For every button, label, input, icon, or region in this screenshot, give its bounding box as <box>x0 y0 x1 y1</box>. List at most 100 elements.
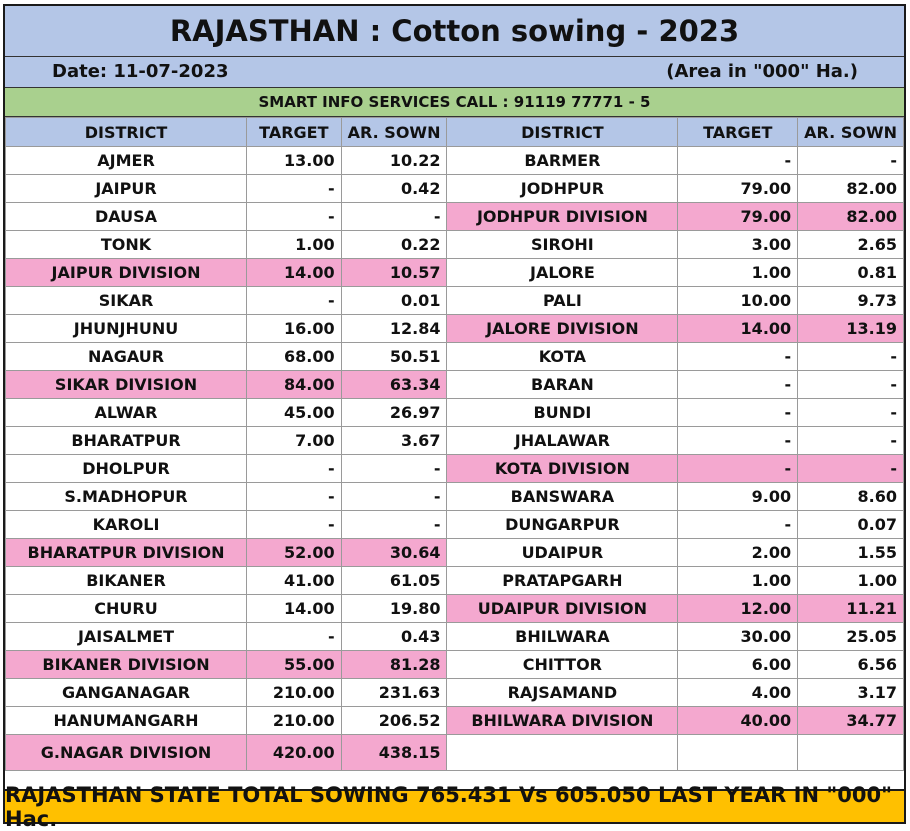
table-row: JAIPUR DIVISION 14.00 10.57 JALORE 1.00 0.81 <box>4 258 904 287</box>
right-target-cell: 4.00 <box>677 678 799 707</box>
left-sown-cell: 26.97 <box>340 398 448 427</box>
left-sown-cell: 19.80 <box>340 594 448 623</box>
header-district-right: DISTRICT <box>446 117 679 147</box>
right-district-cell: BARMER <box>446 146 679 175</box>
right-sown-cell: - <box>797 370 904 399</box>
right-district-cell: UDAIPUR DIVISION <box>446 594 679 623</box>
left-target-cell: 52.00 <box>246 538 342 567</box>
left-target-cell: - <box>246 202 342 231</box>
left-sown-cell: 3.67 <box>340 426 448 455</box>
right-target-cell: 79.00 <box>677 202 799 231</box>
right-district-cell: JALORE <box>446 258 679 287</box>
state-total-banner: RAJASTHAN STATE TOTAL SOWING 765.431 Vs … <box>5 783 904 831</box>
right-target-cell: 79.00 <box>677 174 799 203</box>
right-district-cell: SIROHI <box>446 230 679 259</box>
right-district-cell: PRATAPGARH <box>446 566 679 595</box>
left-target-cell: 45.00 <box>246 398 342 427</box>
right-sown-cell: 25.05 <box>797 622 904 651</box>
cotton-sowing-sheet: RAJASTHAN : Cotton sowing - 2023 Date: 1… <box>3 4 906 831</box>
right-district-cell <box>446 734 679 771</box>
table-row: HANUMANGARH 210.00 206.52 BHILWARA DIVISION… <box>4 706 904 735</box>
left-district-cell: BHARATPUR DIVISION <box>4 538 248 567</box>
left-sown-cell: 0.42 <box>340 174 448 203</box>
right-target-cell: 10.00 <box>677 286 799 315</box>
right-target-cell: - <box>677 370 799 399</box>
table-row: G.NAGAR DIVISION 420.00 438.15 <box>4 734 904 771</box>
table-row: GANGANAGAR 210.00 231.63 RAJSAMAND 4.00 3.17 <box>4 678 904 707</box>
left-sown-cell: 206.52 <box>340 706 448 735</box>
header-target-right: TARGET <box>677 117 799 147</box>
left-target-cell: - <box>246 454 342 483</box>
right-target-cell: 3.00 <box>677 230 799 259</box>
left-target-cell: 7.00 <box>246 426 342 455</box>
left-target-cell: - <box>246 622 342 651</box>
table-row: CHURU 14.00 19.80 UDAIPUR DIVISION 12.00 11.2… <box>4 594 904 623</box>
right-district-cell: BARAN <box>446 370 679 399</box>
right-target-cell: 12.00 <box>677 594 799 623</box>
left-sown-cell: 50.51 <box>340 342 448 371</box>
right-target-cell: - <box>677 426 799 455</box>
left-sown-cell: 0.43 <box>340 622 448 651</box>
right-target-cell: 40.00 <box>677 706 799 735</box>
right-target-cell: 6.00 <box>677 650 799 679</box>
left-sown-cell: 438.15 <box>340 734 448 771</box>
left-target-cell: 84.00 <box>246 370 342 399</box>
right-target-cell: 2.00 <box>677 538 799 567</box>
table-row: JAISALMET -0.43 BHILWARA 30.00 25.05 <box>4 622 904 651</box>
right-sown-cell: 8.60 <box>797 482 904 511</box>
right-sown-cell <box>797 734 904 771</box>
header-sown-left: AR. SOWN <box>340 117 448 147</box>
right-sown-cell: 9.73 <box>797 286 904 315</box>
right-target-cell: 14.00 <box>677 314 799 343</box>
table-row: ALWAR 45.00 26.97 BUNDI - - <box>4 398 904 427</box>
left-district-cell: JAIPUR <box>4 174 248 203</box>
right-target-cell: 9.00 <box>677 482 799 511</box>
left-sown-cell: 10.57 <box>340 258 448 287</box>
right-target-cell: - <box>677 342 799 371</box>
table-row: DAUSA - - JODHPUR DIVISION 79.00 82.00 <box>4 202 904 231</box>
left-sown-cell: 231.63 <box>340 678 448 707</box>
table-row: BHARATPUR DIVISION 52.00 30.64 UDAIPUR 2.00 1… <box>4 538 904 567</box>
left-district-cell: JHUNJHUNU <box>4 314 248 343</box>
right-district-cell: KOTA DIVISION <box>446 454 679 483</box>
right-district-cell: BANSWARA <box>446 482 679 511</box>
right-target-cell: - <box>677 146 799 175</box>
left-district-cell: HANUMANGARH <box>4 706 248 735</box>
date-bar: Date: 11-07-2023 (Area in "000" Ha.) <box>5 57 904 88</box>
left-district-cell: JAISALMET <box>4 622 248 651</box>
right-sown-cell: 1.00 <box>797 566 904 595</box>
table-row: AJMER 13.00 10.22 BARMER - - <box>4 146 904 175</box>
left-district-cell: SIKAR <box>4 286 248 315</box>
table-row: JAIPUR -0.42 JODHPUR 79.00 82.00 <box>4 174 904 203</box>
right-sown-cell: 2.65 <box>797 230 904 259</box>
left-target-cell: - <box>246 482 342 511</box>
left-target-cell: - <box>246 510 342 539</box>
left-sown-cell: 81.28 <box>340 650 448 679</box>
right-district-cell: JALORE DIVISION <box>446 314 679 343</box>
left-district-cell: AJMER <box>4 146 248 175</box>
left-target-cell: 420.00 <box>246 734 342 771</box>
header-target-left: TARGET <box>246 117 342 147</box>
left-target-cell: 16.00 <box>246 314 342 343</box>
left-district-cell: ALWAR <box>4 398 248 427</box>
right-sown-cell: 13.19 <box>797 314 904 343</box>
left-district-cell: BIKANER DIVISION <box>4 650 248 679</box>
area-unit-note: (Area in "000" Ha.) <box>666 61 858 82</box>
left-district-cell: CHURU <box>4 594 248 623</box>
left-target-cell: 14.00 <box>246 594 342 623</box>
left-sown-cell: 10.22 <box>340 146 448 175</box>
right-sown-cell: 1.55 <box>797 538 904 567</box>
right-district-cell: JHALAWAR <box>446 426 679 455</box>
left-district-cell: S.MADHOPUR <box>4 482 248 511</box>
sowing-table: DISTRICT TARGET AR. SOWN DISTRICT TARGET… <box>4 117 904 771</box>
left-sown-cell: - <box>340 202 448 231</box>
left-district-cell: JAIPUR DIVISION <box>4 258 248 287</box>
left-target-cell: 1.00 <box>246 230 342 259</box>
right-district-cell: JODHPUR DIVISION <box>446 202 679 231</box>
left-district-cell: GANGANAGAR <box>4 678 248 707</box>
right-district-cell: CHITTOR <box>446 650 679 679</box>
right-sown-cell: 34.77 <box>797 706 904 735</box>
right-sown-cell: 3.17 <box>797 678 904 707</box>
left-sown-cell: - <box>340 482 448 511</box>
left-sown-cell: 63.34 <box>340 370 448 399</box>
